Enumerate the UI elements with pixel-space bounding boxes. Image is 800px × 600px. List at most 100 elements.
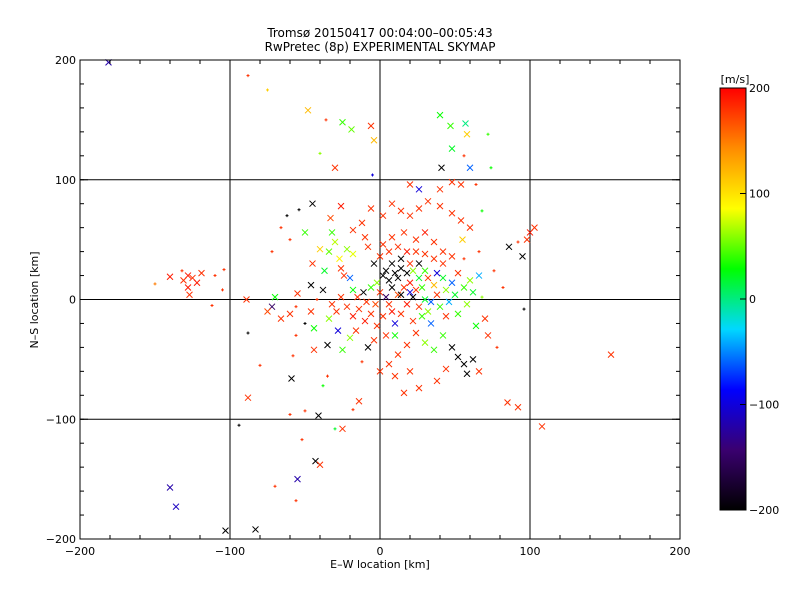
- data-point: [403, 341, 411, 349]
- data-point: [481, 315, 489, 323]
- data-point: [361, 233, 369, 241]
- data-point: [462, 257, 466, 261]
- data-point: [480, 295, 484, 299]
- data-point: [271, 293, 279, 301]
- data-point: [463, 370, 471, 378]
- data-point: [326, 374, 329, 378]
- data-point: [436, 185, 444, 193]
- y-tick-label: −200: [46, 533, 76, 546]
- data-point: [153, 282, 157, 286]
- data-point: [315, 298, 319, 301]
- data-point: [286, 310, 294, 318]
- data-point: [460, 360, 468, 368]
- data-point: [388, 233, 396, 241]
- data-point: [346, 334, 354, 342]
- data-point: [406, 212, 414, 220]
- x-axis-label: E–W location [km]: [330, 558, 430, 571]
- data-point: [294, 499, 298, 503]
- data-point: [303, 409, 307, 413]
- data-point: [307, 308, 315, 315]
- data-point: [421, 229, 429, 236]
- data-point: [186, 291, 193, 299]
- data-point: [424, 308, 432, 315]
- data-point: [379, 312, 387, 320]
- data-point: [412, 286, 420, 294]
- data-point: [222, 527, 229, 534]
- data-point: [394, 243, 402, 251]
- data-point: [266, 88, 269, 92]
- data-point: [339, 346, 346, 354]
- data-point: [382, 267, 390, 275]
- data-point: [400, 284, 408, 291]
- data-point: [325, 315, 333, 323]
- data-point: [331, 164, 339, 172]
- data-point: [358, 219, 366, 227]
- data-point: [531, 224, 538, 232]
- data-point: [421, 250, 429, 258]
- data-point: [492, 269, 496, 273]
- data-point: [474, 183, 478, 187]
- data-point: [469, 356, 477, 363]
- data-point: [371, 173, 374, 177]
- data-point: [462, 120, 469, 127]
- data-point: [246, 331, 250, 335]
- data-point: [376, 253, 384, 260]
- data-point: [367, 284, 375, 291]
- data-point: [309, 200, 316, 208]
- data-point: [385, 248, 393, 255]
- data-point: [310, 324, 318, 332]
- data-point: [412, 248, 420, 255]
- data-point: [430, 281, 438, 289]
- data-point: [501, 286, 505, 290]
- data-point: [504, 399, 511, 406]
- data-point: [252, 526, 259, 533]
- data-point: [246, 74, 250, 78]
- data-point: [184, 284, 192, 291]
- data-point: [270, 250, 274, 254]
- data-point: [309, 260, 316, 267]
- data-point: [466, 164, 474, 172]
- data-point: [264, 308, 271, 315]
- data-point: [364, 344, 372, 351]
- data-point: [394, 291, 402, 299]
- data-point: [522, 307, 526, 311]
- data-point: [294, 475, 301, 483]
- data-point: [523, 236, 531, 243]
- data-point: [459, 236, 466, 243]
- data-point: [406, 367, 414, 375]
- data-point: [373, 279, 381, 287]
- data-point: [436, 202, 444, 210]
- data-point: [328, 229, 336, 236]
- data-point: [454, 269, 462, 277]
- data-point: [288, 412, 292, 416]
- x-tick-label: −200: [65, 545, 95, 558]
- data-point: [336, 255, 343, 263]
- data-point: [318, 151, 322, 155]
- data-point: [403, 300, 411, 308]
- data-point: [355, 305, 363, 313]
- data-point: [388, 200, 396, 208]
- data-point: [360, 360, 364, 364]
- data-point: [439, 260, 447, 267]
- data-point: [213, 274, 217, 278]
- data-point: [166, 273, 174, 281]
- data-point: [430, 346, 438, 354]
- data-point: [462, 154, 466, 158]
- data-point: [372, 300, 379, 308]
- data-point: [343, 245, 351, 253]
- data-point: [360, 288, 367, 296]
- data-point: [469, 288, 477, 296]
- data-point: [505, 243, 513, 251]
- data-point: [379, 272, 387, 279]
- data-point: [352, 327, 360, 334]
- data-point: [424, 274, 432, 282]
- data-point: [388, 308, 396, 315]
- colorbar-tick-label: −200: [749, 504, 779, 517]
- data-point: [180, 276, 187, 284]
- data-point: [370, 136, 378, 144]
- data-point: [297, 208, 301, 212]
- data-point: [385, 300, 393, 308]
- data-point: [427, 320, 435, 327]
- data-point: [397, 255, 405, 263]
- data-point: [477, 250, 481, 254]
